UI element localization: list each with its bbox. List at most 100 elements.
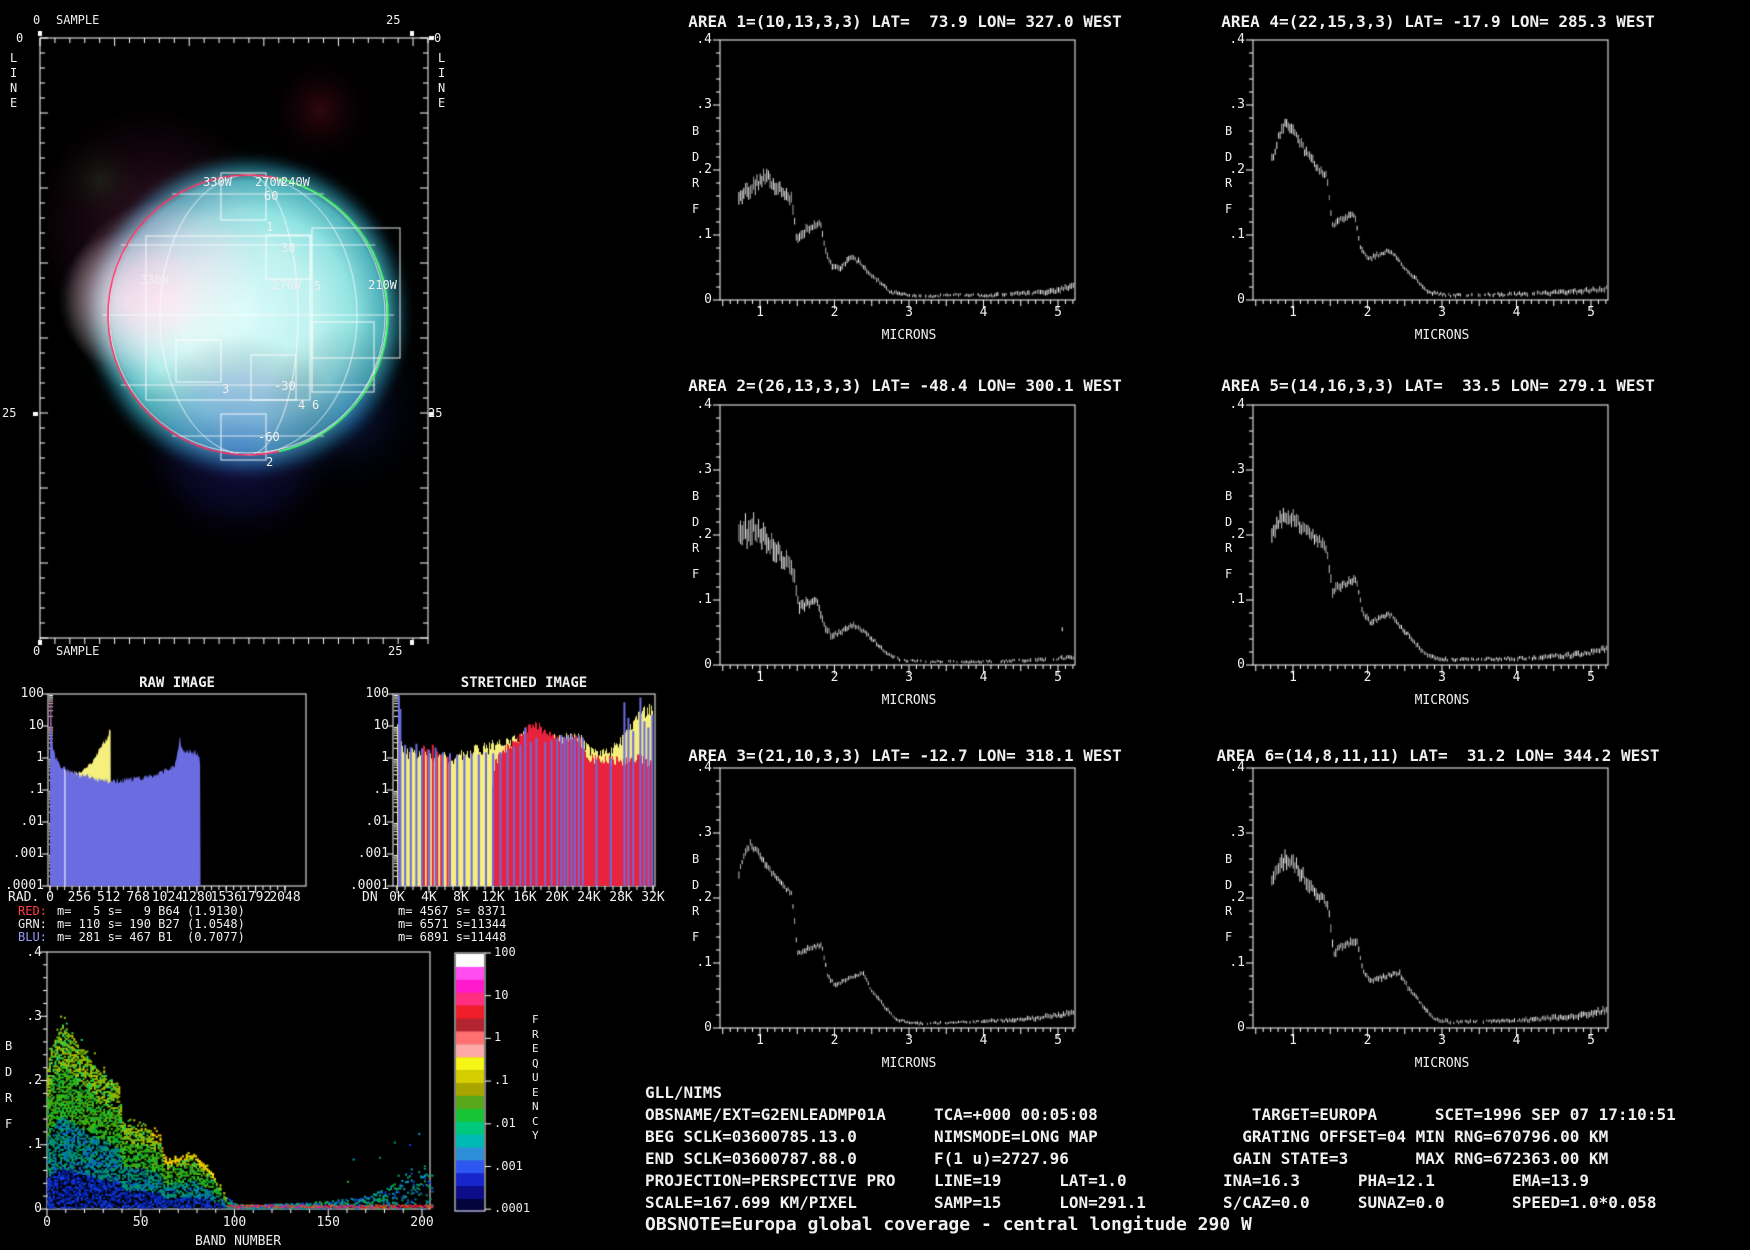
line-axis-letter-right: E [438,96,446,110]
globe-grid-label: 4 [298,398,306,412]
raw-hist-y-tick: .01 [20,814,44,829]
globe-grid-label: 210W [368,278,397,292]
line-axis-max-left: 25 [2,406,17,420]
band-plot-x-tick: 0 [43,1215,51,1230]
area-plot-y-tick: .2 [1229,162,1245,177]
raw-hist-stat-channel: GRN: [18,917,47,931]
area-plot-title: AREA 2=(26,13,3,3) LAT= -48.4 LON= 300.1… [688,376,1122,395]
colorbar-tick: .1 [494,1073,509,1088]
area-plot-title: AREA 6=(14,8,11,11) LAT= 31.2 LON= 344.2… [1216,746,1660,765]
stretched-hist-y-tick: .01 [365,814,389,829]
colorbar-label-letter: Q [532,1056,539,1070]
area-plot-y-tick: .4 [696,397,712,412]
sample-axis-min-top: 0 [33,13,41,27]
area-plot-y-tick: .3 [1229,462,1245,477]
area-plot-x-tick: 5 [1054,670,1062,685]
globe-grid-label: 60 [264,189,279,203]
globe-grid-label: 6 [312,398,320,412]
stretched-hist-x-tick: 24K [577,890,601,905]
area-plot-y-tick: .1 [1229,955,1245,970]
area-plot-x-tick: 4 [979,305,988,320]
stretched-hist-x-tick: 16K [513,890,537,905]
globe-grid-label: 30 [281,241,296,255]
area-plot-y-tick: 0 [704,292,712,307]
sample-axis-max-bottom: 25 [388,644,403,658]
area-plot-ylabel-letter: D [1225,150,1233,164]
band-plot-y-tick: .1 [26,1137,42,1152]
area-plot-y-tick: .2 [1229,527,1245,542]
globe-grid-label: -60 [258,430,280,444]
area-plot-y-tick: .3 [1229,97,1245,112]
area-plot-x-tick: 3 [905,1033,913,1048]
stretched-hist-x-tick: 4K [421,890,437,905]
area-plot-y-tick: .4 [1229,760,1245,775]
line-axis-max-right: 25 [428,406,443,420]
metadata-line: SCALE=167.699 KM/PIXEL SAMP=15 LON=291.1… [645,1193,1657,1212]
area-plot-x-tick: 5 [1054,1033,1062,1048]
line-axis-letter-left: I [10,66,18,80]
metadata-line: OBSNAME/EXT=G2ENLEADMP01A TCA=+000 00:05… [645,1105,1676,1124]
metadata-line: BEG SCLK=03600785.13.0 NIMSMODE=LONG MAP… [645,1127,1609,1146]
area-plot-y-tick: 0 [1237,1020,1245,1035]
area-plot-ylabel-letter: F [1225,930,1233,944]
stretched-hist-x-tick: 8K [453,890,469,905]
raw-hist-x-tick: 512 [97,890,121,905]
colorbar-tick: .01 [494,1115,516,1130]
area-plot-y-tick: 0 [1237,292,1245,307]
colorbar-label-letter: Y [532,1129,539,1142]
area-plot-x-tick: 2 [830,305,839,320]
area-plot-ylabel-letter: R [692,541,700,555]
area-plot-x-tick: 4 [979,670,988,685]
colorbar-tick: 10 [494,987,509,1002]
line-axis-min-right: 0 [434,31,442,45]
area-plot-ylabel-letter: F [1225,202,1233,216]
area-plot-ylabel-letter: B [692,852,700,866]
band-plot-ylabel-letter: F [5,1117,13,1131]
area-plot-xlabel: MICRONS [1414,693,1470,708]
stretched-hist-y-tick: 100 [365,686,389,701]
area-plot-ylabel-letter: F [692,567,700,581]
raw-hist-stat-values: m= 110 s= 190 B27 (1.0548) [57,917,245,931]
raw-hist-y-tick: 100 [20,686,44,701]
line-axis-letter-right: I [438,66,446,80]
band-plot-x-tick: 150 [316,1215,340,1230]
area-plot-title: AREA 1=(10,13,3,3) LAT= 73.9 LON= 327.0 … [688,12,1122,31]
colorbar-label-letter: U [532,1071,539,1084]
band-plot-ylabel-letter: D [5,1065,13,1079]
area-plot-x-tick: 3 [1438,305,1446,320]
band-plot-x-tick: 100 [222,1215,247,1230]
area-plot-y-tick: .1 [1229,592,1245,607]
band-plot-ylabel-letter: B [5,1039,13,1053]
raw-hist-y-tick: .0001 [4,878,44,893]
area-plot-title: AREA 4=(22,15,3,3) LAT= -17.9 LON= 285.3… [1221,12,1655,31]
area-plot-x-tick: 3 [905,670,913,685]
metadata-line: PROJECTION=PERSPECTIVE PRO LINE=19 LAT=1… [645,1171,1590,1190]
stretched-hist-x-tick: 0K [389,890,405,905]
area-plot-y-tick: .4 [696,32,712,47]
area-plot-x-tick: 2 [1363,1033,1372,1048]
area-plot-x-tick: 4 [1512,305,1521,320]
area-plot-y-tick: .2 [1229,890,1245,905]
raw-hist-x-tick: 768 [126,890,150,905]
raw-hist-x-tick: 1024 [151,890,184,905]
area-plot-ylabel-letter: D [692,515,700,529]
globe-grid-label: 270W [272,278,301,292]
area-plot-ylabel-letter: F [692,202,700,216]
sample-axis-min-bottom: 0 [33,644,41,658]
line-axis-letter-left: E [10,96,18,110]
colorbar-label-letter: F [532,1013,539,1026]
area-plot-x-tick: 1 [756,670,764,685]
area-plot-y-tick: 0 [1237,657,1245,672]
stretched-hist-x-tick: 32K [641,890,665,905]
globe-grid-label: 330W [203,175,232,189]
globe-grid-label: 1 [266,220,274,234]
colorbar-tick: 1 [494,1030,502,1045]
stretched-hist-x-tick: 12K [481,890,505,905]
area-plot-ylabel-letter: F [692,930,700,944]
area-plot-xlabel: MICRONS [1414,328,1470,343]
band-plot-xlabel: BAND NUMBER [194,1234,282,1249]
raw-hist-x-tick: 2048 [269,890,301,905]
globe-grid-label: 330W [140,273,169,287]
line-axis-min-left: 0 [16,31,24,45]
area-plot-x-tick: 1 [1289,305,1297,320]
